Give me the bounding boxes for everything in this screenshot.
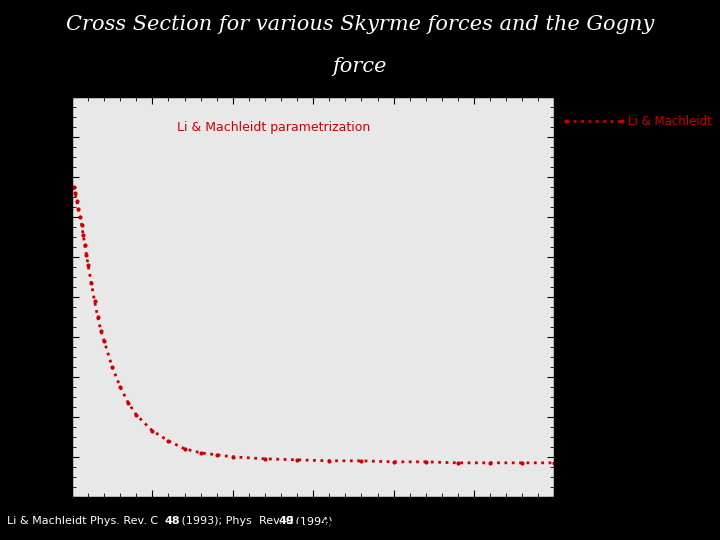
Text: (1994): (1994) xyxy=(292,516,333,526)
Text: 49: 49 xyxy=(279,516,294,526)
X-axis label: Energy (MeV): Energy (MeV) xyxy=(250,520,377,538)
Text: force: force xyxy=(333,57,387,76)
Text: 48: 48 xyxy=(164,516,180,526)
Y-axis label: Total Cross Section (mb): Total Cross Section (mb) xyxy=(24,213,37,381)
Text: Cross Section for various Skyrme forces and the Gogny: Cross Section for various Skyrme forces … xyxy=(66,16,654,35)
Text: Li & Machleidt parametrization: Li & Machleidt parametrization xyxy=(176,121,370,134)
Text: Li & Machleidt: Li & Machleidt xyxy=(628,115,712,128)
Text: (1993); Phys. Rev. C: (1993); Phys. Rev. C xyxy=(178,516,297,526)
Text: Li & Machleidt Phys. Rev. C: Li & Machleidt Phys. Rev. C xyxy=(7,516,158,526)
